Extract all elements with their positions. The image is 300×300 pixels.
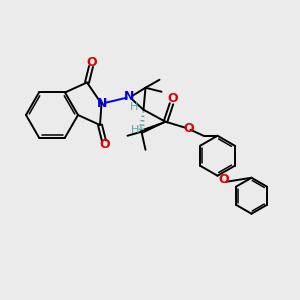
Polygon shape	[141, 122, 166, 133]
Text: O: O	[183, 122, 194, 135]
Text: O: O	[100, 139, 110, 152]
Text: H: H	[131, 125, 140, 135]
Text: N: N	[97, 97, 108, 110]
Text: O: O	[167, 92, 178, 105]
Text: H: H	[130, 102, 139, 112]
Text: O: O	[87, 56, 97, 69]
Text: N: N	[124, 90, 135, 103]
Text: O: O	[218, 173, 229, 186]
Text: '': ''	[138, 125, 143, 135]
